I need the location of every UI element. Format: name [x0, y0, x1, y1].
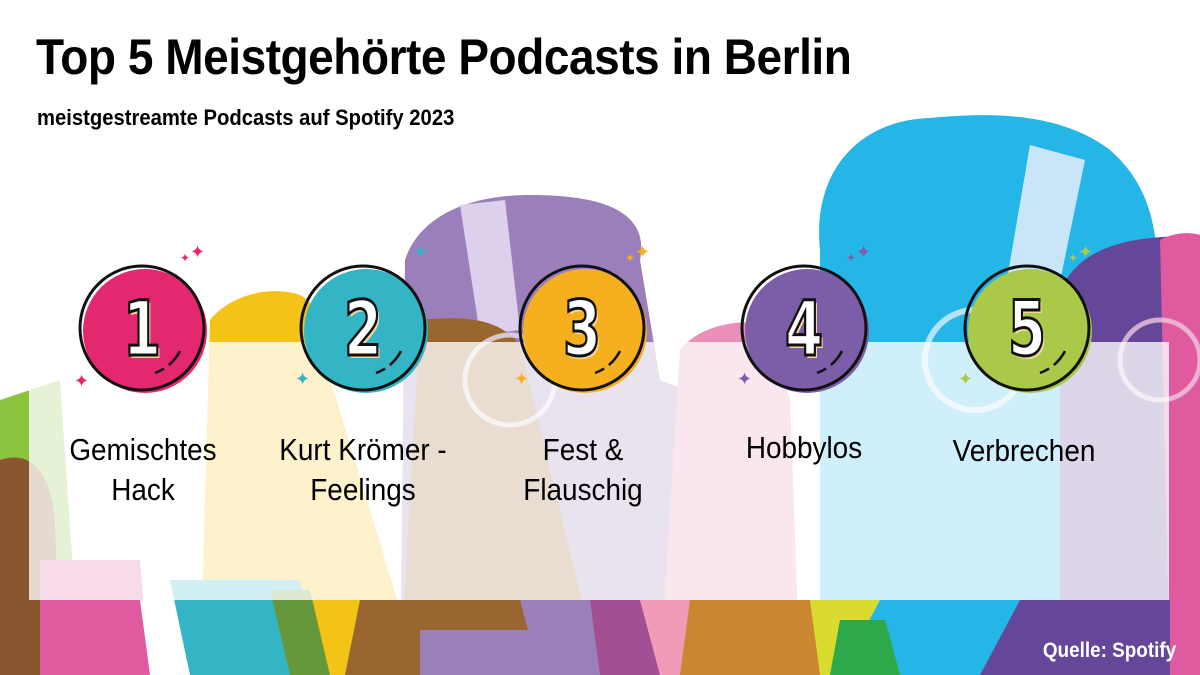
rank-number: 3	[562, 282, 602, 374]
sparkle-icon: ✦	[295, 369, 311, 389]
rank-badge-3: 3	[515, 261, 649, 395]
podcast-name-4: Hobbylos	[745, 430, 863, 465]
rank-number: 2	[343, 282, 383, 374]
rank-number: 5	[1007, 282, 1047, 374]
sparkle-icon: ✦	[190, 242, 206, 262]
sparkle-icon: ✦	[1078, 242, 1094, 262]
number-badge-icon	[518, 264, 647, 393]
rank-number: 1	[122, 282, 162, 374]
sparkle-icon: ✦	[74, 371, 90, 391]
sparkle-icon: ✦	[856, 242, 872, 262]
page-title: Top 5 Meistgehörte Podcasts in Berlin	[36, 29, 852, 85]
rank-badge-1: 1	[75, 261, 209, 395]
number-badge-icon	[740, 264, 869, 393]
rank-badge-4: 4	[737, 261, 871, 395]
sparkle-icon: ✦	[514, 369, 530, 389]
podcast-name-2: Kurt Krömer - Feelings	[279, 432, 447, 507]
podcast-name-5: Verbrechen	[952, 433, 1096, 468]
number-badge-icon	[963, 264, 1092, 393]
rank-number: 4	[784, 282, 824, 374]
sparkle-icon: ✦	[413, 242, 429, 262]
rank-badge-5: 5	[960, 261, 1094, 395]
sparkle-icon: ✦	[625, 251, 636, 265]
sparkle-icon: ✦	[846, 251, 857, 265]
podcast-name-1: Gemischtes Hack	[69, 432, 217, 507]
number-badge-icon	[299, 264, 428, 393]
podcast-name-3: Fest & Flauschig	[523, 432, 643, 507]
page-subtitle: meistgestreamte Podcasts auf Spotify 202…	[37, 105, 455, 130]
sparkle-icon: ✦	[1068, 251, 1079, 265]
sparkle-icon: ✦	[737, 369, 753, 389]
sparkle-icon: ✦	[180, 251, 191, 265]
sparkle-icon: ✦	[635, 242, 651, 262]
number-badge-icon	[78, 264, 207, 393]
rank-badge-2: 2	[296, 261, 430, 395]
source-credit: Quelle: Spotify	[1042, 639, 1176, 662]
sparkle-icon: ✦	[958, 369, 974, 389]
